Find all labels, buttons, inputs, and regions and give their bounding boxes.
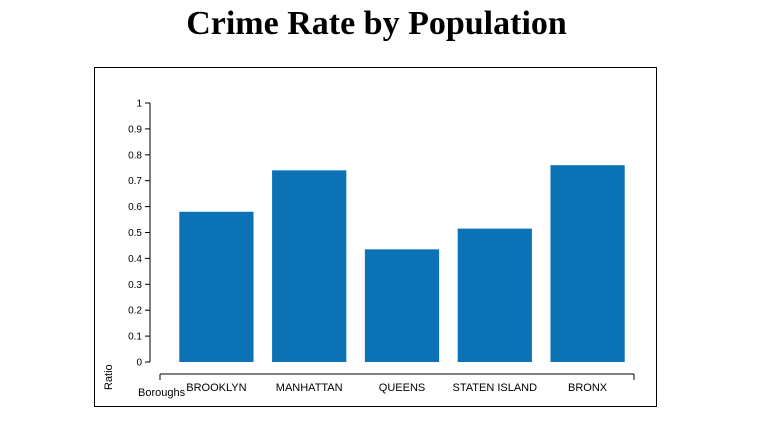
y-tick-label: 0 (136, 358, 142, 369)
x-tick-label: MANHATTAN (276, 382, 343, 394)
x-axis: BROOKLYN MANHATTAN QUEENS STATEN ISLAND BRON… (159, 373, 635, 394)
x-tick-label: STATEN ISLAND (453, 382, 538, 394)
page-title: Crime Rate by Population (186, 5, 567, 42)
x-tick-label: BROOKLYN (186, 382, 246, 394)
y-tick-label: 0.7 (128, 176, 142, 187)
bar-queens (364, 249, 440, 362)
y-tick-label: 0.9 (128, 124, 142, 135)
y-tick-label: 0.8 (128, 150, 142, 161)
y-tick-label: 0.4 (128, 254, 142, 265)
bar-brooklyn (179, 211, 254, 362)
x-tick-label: QUEENS (379, 382, 425, 394)
x-tick-label: BRONX (568, 382, 608, 394)
x-axis-title: Boroughs (138, 387, 186, 399)
y-tick-label: 0.3 (128, 280, 142, 291)
y-axis: 0 0.1 0.2 0.3 0.4 0.5 0.6 0.7 0.8 0.9 1 (128, 99, 151, 369)
chart-frame (94, 67, 657, 407)
y-tick-label: 1 (136, 99, 142, 110)
bar-manhattan (272, 170, 347, 362)
y-axis-title: Ratio (103, 364, 115, 390)
y-tick-label: 0.6 (128, 202, 142, 213)
y-tick-label: 0.2 (128, 306, 142, 317)
y-tick-label: 0.1 (128, 332, 142, 343)
bar-bronx (550, 165, 625, 362)
y-tick-label: 0.5 (128, 228, 142, 239)
bars-layer (179, 165, 625, 362)
bar-staten-island (457, 228, 532, 362)
